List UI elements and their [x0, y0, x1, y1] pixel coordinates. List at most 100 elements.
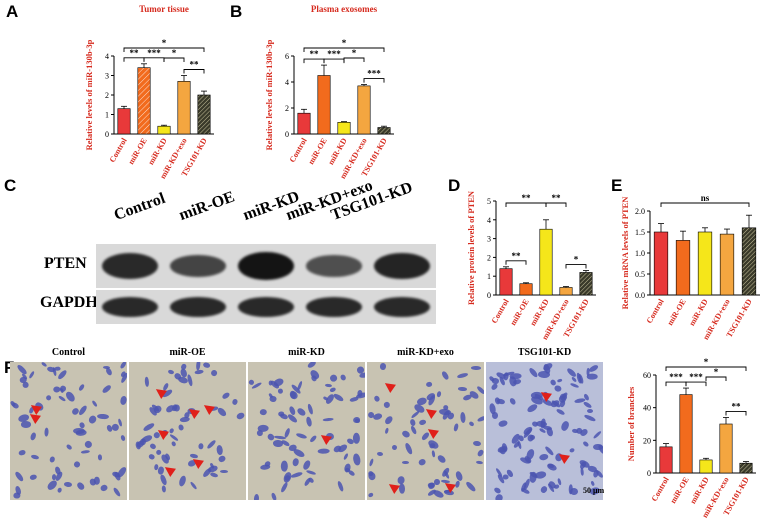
significance-label: ** [512, 251, 522, 261]
cell-nucleus [49, 455, 56, 464]
cell-nucleus [115, 465, 127, 479]
cell-nucleus [553, 484, 560, 490]
cell-nucleus [148, 442, 157, 450]
cell-nucleus [373, 394, 381, 402]
cell-nucleus [12, 492, 21, 499]
bar [519, 283, 533, 296]
cell-nucleus [493, 492, 504, 500]
significance-bracket [545, 202, 567, 207]
y-tick-label: 4 [105, 52, 109, 61]
significance-bracket [505, 202, 547, 207]
chart-title: Plasma exosomes [311, 4, 378, 14]
cell-nucleus [476, 460, 484, 465]
bar [117, 108, 131, 135]
significance-bracket [725, 411, 747, 416]
cell-nucleus [586, 374, 598, 381]
y-tick-label: 1.5 [635, 228, 645, 237]
y-tick-label: 4 [285, 78, 289, 87]
cell-nucleus [409, 410, 420, 420]
y-tick-label: 1.0 [635, 249, 645, 258]
significance-bracket [705, 376, 727, 381]
cell-nucleus [83, 439, 93, 449]
cell-nucleus [417, 457, 427, 467]
cell-nucleus [105, 367, 114, 377]
cell-nucleus [488, 402, 497, 416]
cell-nucleus [56, 487, 63, 494]
pten-blot-strip [96, 244, 436, 288]
cell-nucleus [270, 491, 277, 500]
cell-nucleus [402, 460, 410, 465]
significance-bracket [123, 57, 145, 62]
cell-nucleus [559, 420, 570, 433]
bar [699, 459, 713, 474]
x-tick-label: miR-KD [687, 297, 710, 327]
y-tick-label: 0.5 [635, 270, 645, 279]
bar [357, 85, 371, 135]
cell-nucleus [280, 481, 290, 494]
significance-label: * [704, 357, 709, 367]
cell-nucleus [583, 414, 597, 423]
panel-letter-d: D [448, 176, 461, 195]
micrograph-title: miR-KD+exo [397, 347, 454, 358]
y-tick-label: 1 [487, 272, 491, 281]
bar [653, 231, 669, 296]
cell-nucleus [525, 402, 539, 414]
bar [719, 423, 733, 474]
cell-nucleus [296, 407, 307, 418]
significance-label: ** [732, 401, 742, 411]
micrograph-mir-oe [129, 362, 246, 500]
micrograph-title: Control [51, 347, 86, 358]
blot-band [170, 296, 226, 318]
cell-nucleus [339, 373, 348, 382]
cell-nucleus [419, 419, 428, 427]
cell-nucleus [553, 384, 562, 393]
cell-nucleus [306, 362, 317, 370]
cell-nucleus [431, 450, 436, 458]
cell-nucleus [409, 425, 418, 436]
significance-bracket [685, 381, 707, 387]
significance-label: * [162, 38, 167, 48]
significance-bracket [665, 366, 747, 371]
cell-nucleus [97, 413, 110, 421]
cell-nucleus [382, 400, 391, 409]
cell-nucleus [231, 398, 239, 406]
cell-nucleus [498, 419, 508, 428]
y-axis-label: Number of branches [626, 386, 636, 461]
bar [297, 112, 311, 135]
cell-nucleus [322, 416, 334, 422]
cell-nucleus [259, 464, 271, 470]
cell-nucleus [567, 446, 575, 453]
micrograph-mir-kd-exo [367, 362, 484, 500]
x-tick-label: Control [108, 136, 129, 164]
cell-nucleus [459, 411, 466, 424]
cell-nucleus [342, 452, 349, 461]
cell-nucleus [209, 471, 220, 479]
significance-bracket [143, 57, 165, 62]
cell-nucleus [72, 460, 81, 469]
y-axis-label: Relative mRNA levels of PTEN [620, 196, 630, 310]
cell-nucleus [170, 441, 177, 448]
cell-nucleus [308, 434, 318, 444]
cell-nucleus [384, 427, 389, 434]
bar [579, 272, 593, 296]
cell-nucleus [555, 407, 567, 417]
panel-letter-c: C [4, 176, 17, 195]
micrograph-mir-kd [248, 362, 365, 500]
cell-nucleus [452, 422, 460, 432]
chart-a-tumor-tissue: Tumor tissue Relative levels of miR-130b-… [84, 4, 214, 180]
cell-nucleus [221, 391, 231, 401]
bar [137, 67, 151, 135]
cell-nucleus [367, 471, 377, 482]
y-axis-label: Relative protein levels of PTEN [466, 190, 476, 305]
cell-nucleus [329, 386, 337, 393]
bar [157, 125, 171, 135]
cell-nucleus [587, 364, 599, 374]
cell-nucleus [304, 416, 313, 428]
panel-letter-e: E [611, 176, 623, 195]
cell-nucleus [462, 393, 473, 402]
significance-label: *** [669, 372, 683, 382]
significance-bracket [323, 58, 345, 64]
cell-nucleus [273, 377, 285, 388]
gapdh-blot-strip [96, 290, 436, 324]
cell-nucleus [119, 362, 127, 371]
